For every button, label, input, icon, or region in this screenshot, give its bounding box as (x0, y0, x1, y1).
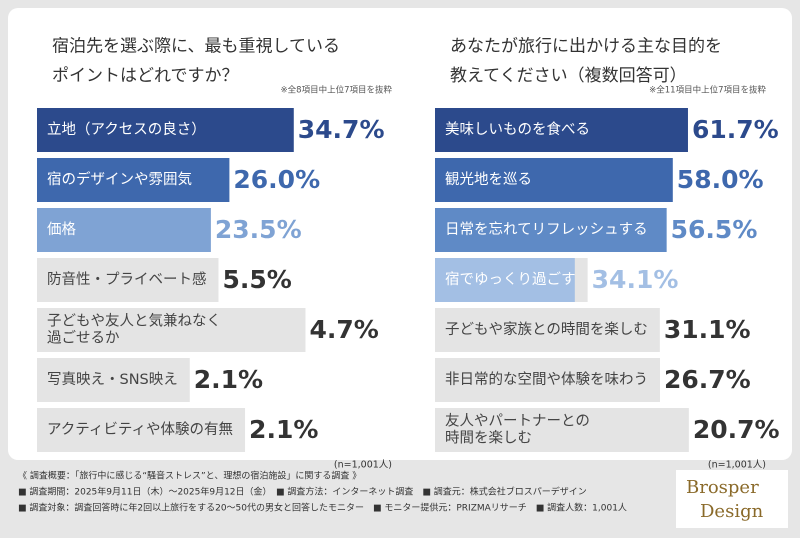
bar-label: 美味しいものを食べる (445, 121, 590, 138)
logo-box (676, 470, 788, 528)
bar-label: 宿でゆっくり過ごす (445, 271, 576, 288)
row-box (37, 408, 246, 452)
bar-label: 防音性・プライベート感 (47, 271, 207, 288)
bar (37, 408, 53, 452)
value-label: 58.0% (677, 165, 764, 194)
bar-label: 子どもや家族との時間を楽しむ (445, 321, 648, 338)
bar (37, 358, 53, 402)
bar (435, 308, 563, 352)
value-label: 23.5% (215, 215, 302, 244)
value-label: 34.7% (298, 115, 385, 144)
value-label: 61.7% (692, 115, 779, 144)
bar-label: 写真映え・SNS映え (47, 370, 178, 388)
bar-label: 非日常的な空間や体験を味わう (445, 371, 648, 388)
bar (37, 208, 211, 252)
value-label: 31.1% (664, 315, 751, 344)
bar (435, 258, 575, 302)
bar (435, 408, 520, 452)
footer-line: ■ 調査対象：調査回答時に年2回以上旅行をする20～50代の男女と回答したモニタ… (18, 502, 627, 514)
row-box (37, 358, 190, 402)
bar (435, 108, 688, 152)
bar-label: 友人やパートナーとの時間を楽しむ (445, 412, 590, 446)
chart-note: ※全8項目中上位7項目を抜粋 (281, 85, 393, 96)
bar (435, 158, 673, 202)
bar (435, 208, 667, 252)
bar-label: 日常を忘れてリフレッシュする (445, 221, 648, 238)
bar-label: 宿のデザインや雰囲気 (47, 170, 192, 188)
value-label: 56.5% (671, 215, 758, 244)
value-label: 26.7% (664, 365, 751, 394)
chart-note: ※全11項目中上位7項目を抜粋 (649, 85, 766, 96)
footer-line: 《 調査概要：「旅行中に感じる“騒音ストレス”と、理想の宿泊施設」に関する調査 … (18, 470, 361, 482)
bar (37, 158, 230, 202)
value-label: 4.7% (310, 315, 379, 344)
value-label: 2.1% (249, 415, 318, 444)
bar-label: 観光地を巡る (445, 171, 532, 188)
chart-title: 宿泊先を選ぶ際に、最も重視しているポイントはどれですか？ (52, 36, 340, 86)
bar-label: 立地（アクセスの良さ） (47, 121, 206, 138)
bar-label: アクティビティや体験の有無 (47, 421, 233, 438)
value-label: 5.5% (223, 265, 292, 294)
sample-size: (n=1,001人) (708, 460, 766, 471)
chart-title: あなたが旅行に出かける主な目的を教えてください（複数回答可） (450, 36, 722, 86)
bar (37, 108, 294, 152)
value-label: 20.7% (693, 415, 780, 444)
value-label: 2.1% (194, 365, 263, 394)
logo-line: Design (700, 501, 764, 522)
bar (37, 258, 78, 302)
bar-label: 子どもや友人と気兼ねなく過ごせるか (47, 312, 221, 346)
value-label: 34.1% (592, 265, 679, 294)
row-box (37, 308, 306, 352)
footer-line: ■ 調査期間：2025年9月11日（木）～2025年9月12日（金） ■ 調査方… (18, 486, 587, 498)
bar-label: 価格 (47, 221, 76, 238)
bar (37, 308, 72, 352)
value-label: 26.0% (233, 165, 320, 194)
bar (435, 358, 545, 402)
sample-size: (n=1,001人) (334, 460, 392, 471)
logo-line: Brosper (686, 477, 759, 498)
